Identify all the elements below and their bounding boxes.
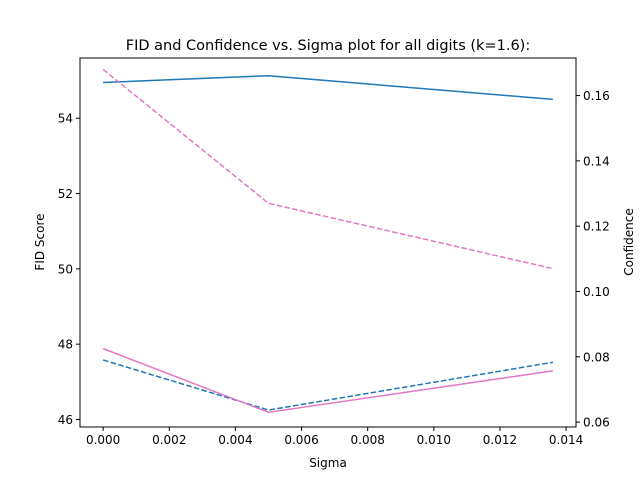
- y-left-tick-label: 48: [58, 338, 73, 352]
- series-line-1-left-solid: [103, 74, 553, 101]
- y-left-tick-label: 50: [58, 262, 73, 276]
- x-tick-label: 0.008: [351, 433, 385, 447]
- y-right-tick-label: 0.12: [583, 220, 610, 234]
- y-right-tick-label: 0.10: [583, 285, 610, 299]
- x-tick-label: 0.006: [284, 433, 318, 447]
- plot-frame: [79, 57, 577, 428]
- y-right-axis-title: Confidence: [622, 208, 636, 275]
- series-line-4-right-dashed: [102, 68, 554, 270]
- y-left-axis-ticks: 46 48 50 52 54: [58, 112, 80, 427]
- y-right-tick-label: 0.16: [583, 89, 610, 103]
- x-axis-ticks: 0.000 0.002 0.004 0.006 0.008 0.010 0.012 0.014: [86, 427, 583, 447]
- x-tick-label: 0.010: [417, 433, 451, 447]
- x-tick-label: 0.000: [86, 433, 120, 447]
- x-axis-title: Sigma: [309, 456, 347, 470]
- y-left-tick-label: 54: [58, 112, 73, 126]
- plot-lines: [102, 68, 554, 414]
- x-tick-label: 0.002: [152, 433, 186, 447]
- y-right-tick-label: 0.14: [583, 154, 610, 168]
- chart-title: FID and Confidence vs. Sigma plot for al…: [126, 38, 530, 54]
- y-left-axis-title: FID Score: [33, 213, 47, 270]
- y-right-tick-label: 0.08: [583, 350, 610, 364]
- y-right-tick-label: 0.06: [583, 416, 610, 430]
- series-line-2-left-dashed: [102, 359, 553, 411]
- y-left-tick-label: 46: [58, 413, 73, 427]
- x-tick-label: 0.012: [483, 433, 517, 447]
- y-left-tick-label: 52: [58, 187, 73, 201]
- x-tick-label: 0.014: [549, 433, 583, 447]
- x-tick-label: 0.004: [218, 433, 252, 447]
- series-line-3-right-solid: [102, 347, 553, 414]
- y-right-axis-ticks: 0.06 0.08 0.10 0.12 0.14 0.16: [576, 89, 610, 430]
